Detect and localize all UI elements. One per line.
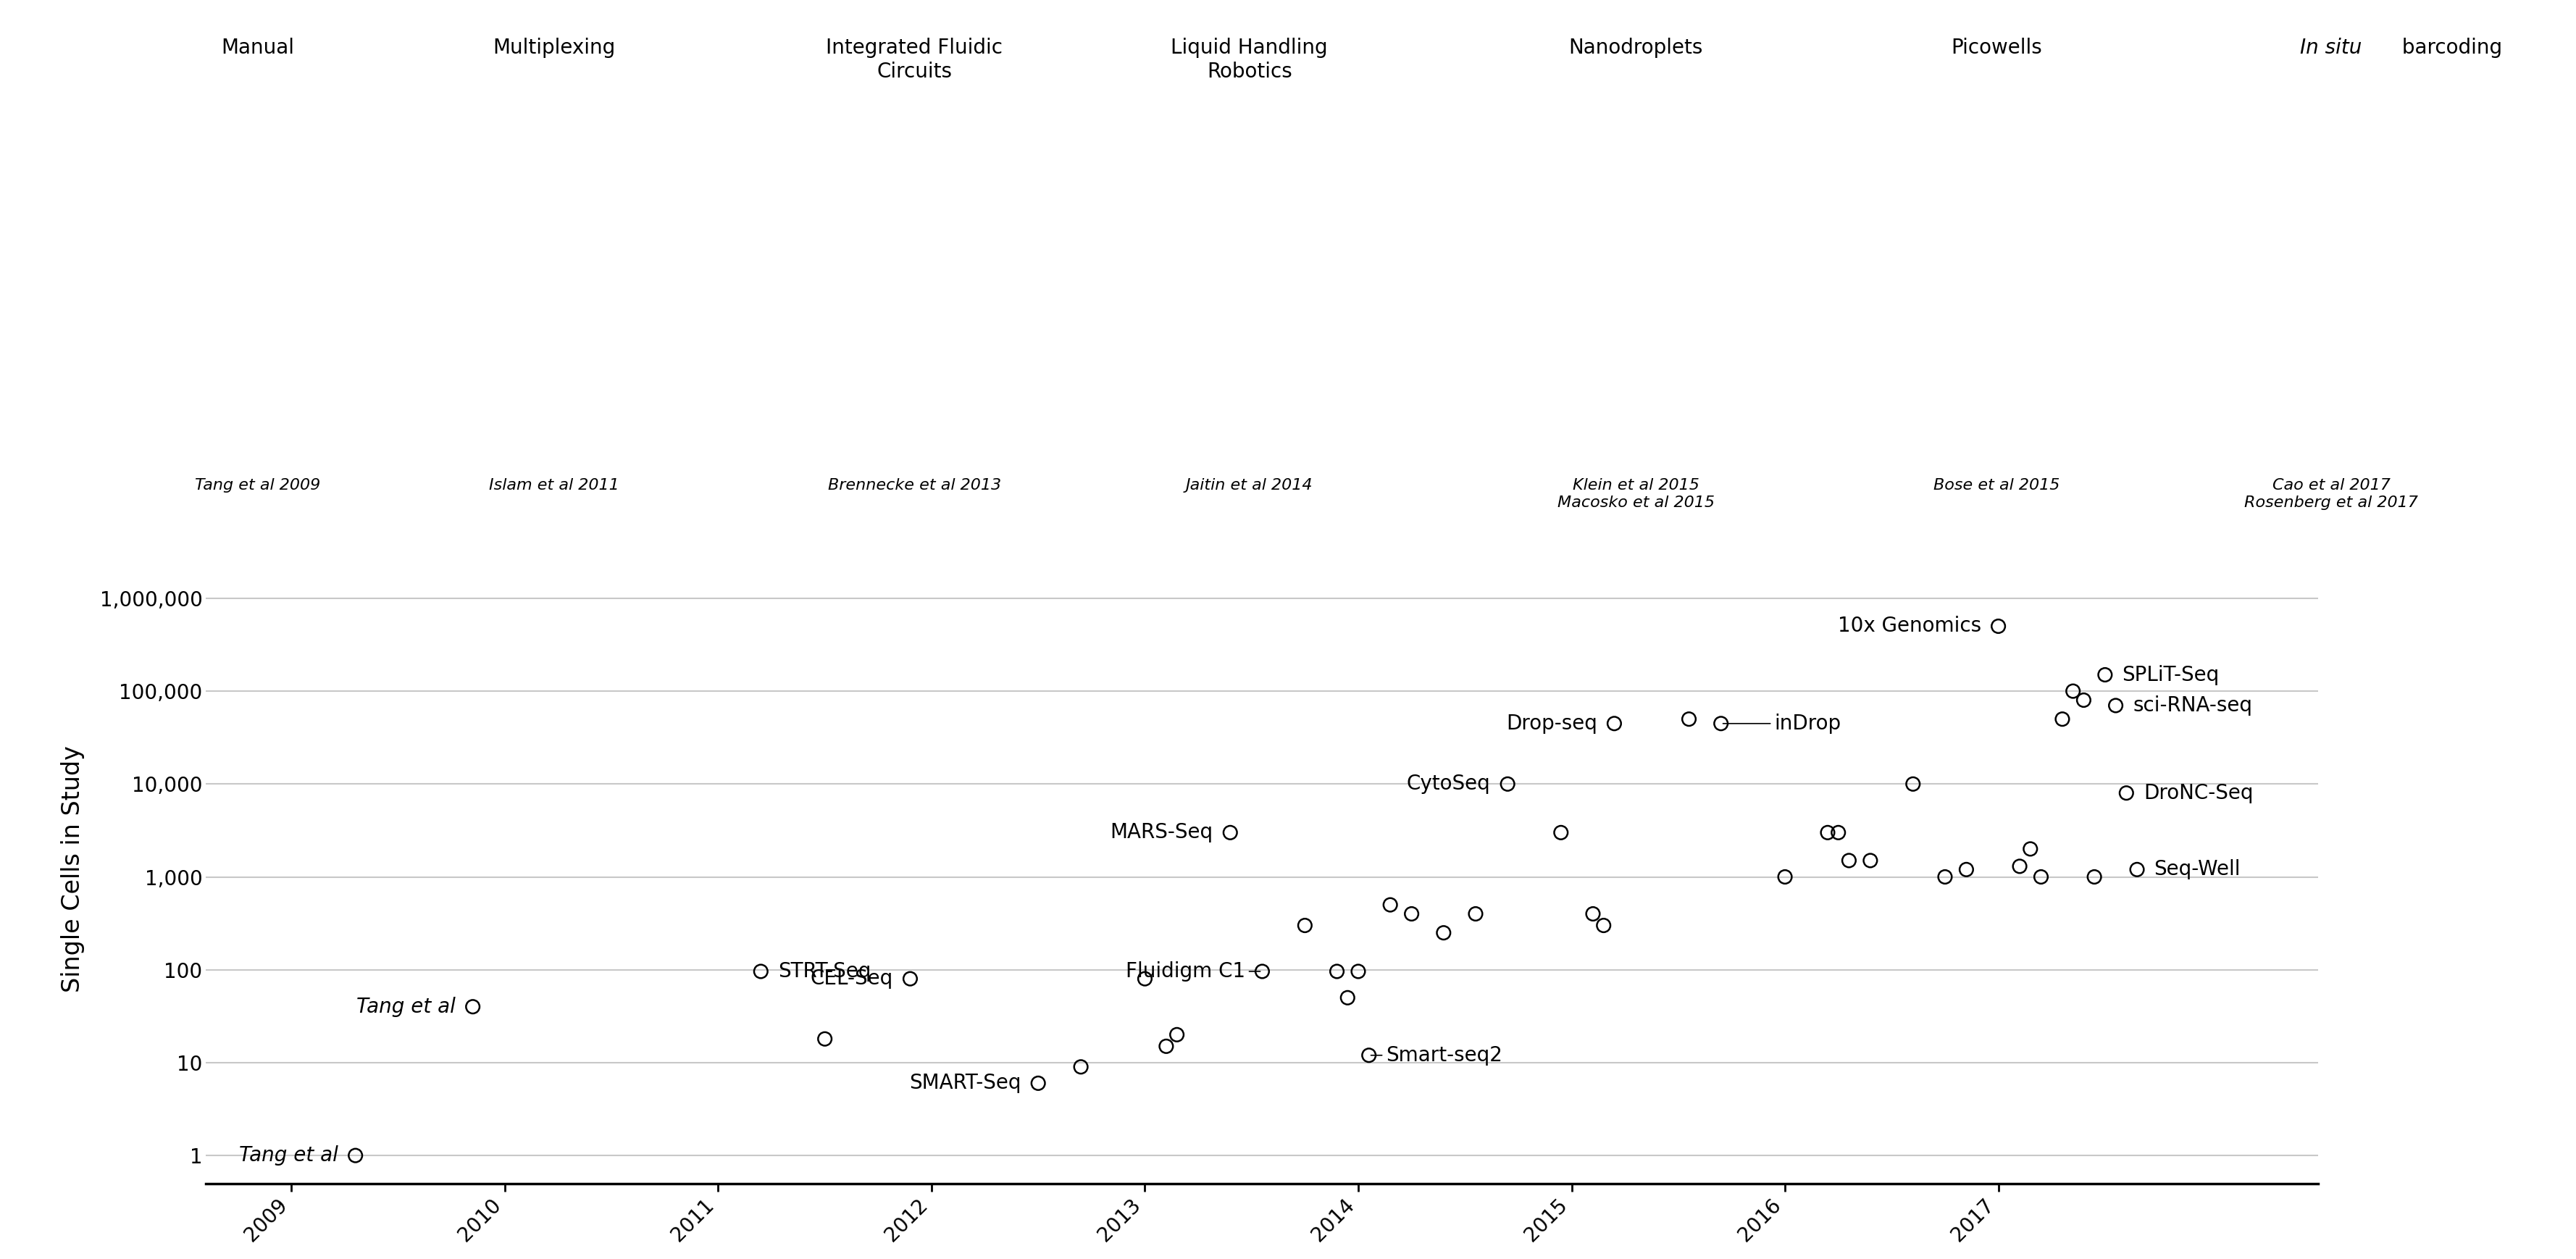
Point	[1337, 962, 1378, 982]
Point	[804, 1029, 845, 1049]
Point	[2053, 681, 2094, 701]
Point	[2105, 783, 2146, 803]
Point	[1584, 915, 1625, 935]
Point	[1819, 822, 1860, 842]
Text: Drop-seq: Drop-seq	[1507, 714, 1597, 734]
Text: Fluidigm C1: Fluidigm C1	[1126, 962, 1260, 982]
Point	[1595, 714, 1636, 734]
Point	[1146, 1036, 1188, 1056]
Point	[1455, 904, 1497, 924]
Text: In situ: In situ	[2300, 38, 2362, 58]
Text: Picowells: Picowells	[1950, 38, 2043, 58]
Point	[1700, 714, 1741, 734]
Y-axis label: Single Cells in Study: Single Cells in Study	[62, 745, 85, 992]
Text: inDrop: inDrop	[1723, 714, 1842, 734]
Text: Tang et al: Tang et al	[355, 997, 456, 1017]
Text: Seq-Well: Seq-Well	[2154, 860, 2241, 880]
Point	[1829, 851, 1870, 871]
Point	[335, 1146, 376, 1166]
Text: STRT-Seq: STRT-Seq	[778, 962, 871, 982]
Point	[2043, 709, 2084, 729]
Text: MARS-Seq: MARS-Seq	[1110, 822, 1213, 842]
Point	[1540, 822, 1582, 842]
Point	[1211, 822, 1252, 842]
Text: Multiplexing: Multiplexing	[492, 38, 616, 58]
Point	[453, 997, 495, 1017]
Point	[1806, 822, 1847, 842]
Text: Tang et al: Tang et al	[240, 1146, 337, 1166]
Point	[1422, 923, 1463, 943]
Point	[1347, 1045, 1388, 1065]
Point	[2009, 838, 2050, 859]
Text: SPLiT-Seq: SPLiT-Seq	[2123, 665, 2221, 685]
Point	[2063, 690, 2105, 710]
Point	[1999, 856, 2040, 876]
Text: DroNC-Seq: DroNC-Seq	[2143, 783, 2254, 803]
Text: Cao et al 2017
Rosenberg et al 2017: Cao et al 2017 Rosenberg et al 2017	[2244, 478, 2419, 510]
Point	[2020, 866, 2061, 886]
Point	[1018, 1073, 1059, 1093]
Point	[889, 968, 930, 988]
Text: Nanodroplets: Nanodroplets	[1569, 38, 1703, 58]
Point	[1242, 962, 1283, 982]
Point	[1571, 904, 1613, 924]
Point	[1669, 709, 1710, 729]
Text: Liquid Handling
Robotics: Liquid Handling Robotics	[1172, 38, 1327, 82]
Text: Islam et al 2011: Islam et al 2011	[489, 478, 618, 494]
Point	[1978, 616, 2020, 636]
Point	[2094, 695, 2136, 715]
Point	[1123, 968, 1164, 988]
Text: barcoding: barcoding	[2396, 38, 2501, 58]
Text: CEL-Seq: CEL-Seq	[811, 968, 894, 988]
Text: Manual: Manual	[222, 38, 294, 58]
Point	[2084, 665, 2125, 685]
Point	[1850, 851, 1891, 871]
Point	[1924, 866, 1965, 886]
Point	[1765, 866, 1806, 886]
Text: Smart-seq2: Smart-seq2	[1370, 1045, 1502, 1065]
Point	[1391, 904, 1432, 924]
Point	[1893, 774, 1935, 794]
Point	[1486, 774, 1528, 794]
Text: SMART-Seq: SMART-Seq	[909, 1073, 1020, 1093]
Point	[1061, 1056, 1103, 1076]
Text: sci-RNA-seq: sci-RNA-seq	[2133, 695, 2251, 715]
Text: 10x Genomics: 10x Genomics	[1837, 616, 1981, 636]
Point	[1327, 987, 1368, 1007]
Point	[1316, 962, 1358, 982]
Text: Bose et al 2015: Bose et al 2015	[1932, 478, 2061, 494]
Point	[1945, 860, 1986, 880]
Text: CytoSeq: CytoSeq	[1406, 774, 1492, 794]
Point	[1157, 1025, 1198, 1045]
Point	[2074, 866, 2115, 886]
Text: Brennecke et al 2013: Brennecke et al 2013	[827, 478, 1002, 494]
Point	[1370, 895, 1412, 915]
Text: Integrated Fluidic
Circuits: Integrated Fluidic Circuits	[827, 38, 1002, 82]
Text: Klein et al 2015
Macosko et al 2015: Klein et al 2015 Macosko et al 2015	[1556, 478, 1716, 510]
Point	[1285, 915, 1327, 935]
Point	[739, 962, 781, 982]
Text: Tang et al 2009: Tang et al 2009	[196, 478, 319, 494]
Point	[2117, 860, 2159, 880]
Text: Jaitin et al 2014: Jaitin et al 2014	[1185, 478, 1314, 494]
